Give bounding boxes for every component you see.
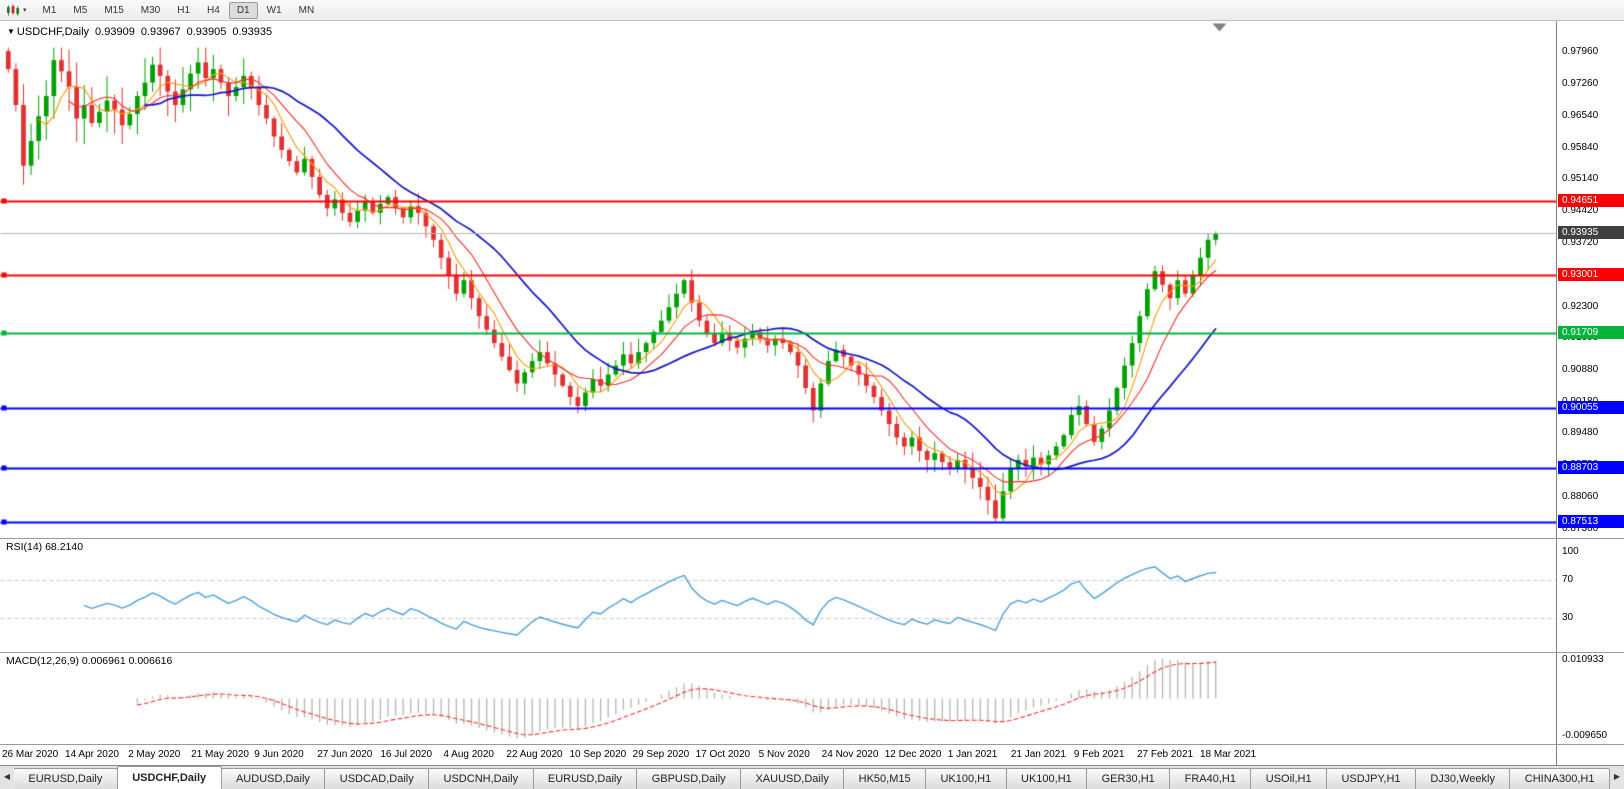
chart-symbol-label: USDCHF,Daily [16, 26, 90, 38]
tab-uk100-h1[interactable]: UK100,H1 [1005, 768, 1088, 789]
date-label: 9 Feb 2021 [1073, 749, 1125, 760]
hline-price-badge: 0.88703 [1558, 461, 1624, 475]
timeframe-button-m5[interactable]: M5 [73, 4, 88, 16]
tab-uk100-h1[interactable]: UK100,H1 [925, 768, 1007, 789]
price-tick: 0.97960 [1562, 46, 1599, 58]
price-open: 0.93909 [95, 26, 135, 38]
tab-eurusd-daily[interactable]: EURUSD,Daily [14, 768, 118, 789]
date-label: 4 Aug 2020 [443, 749, 494, 760]
date-label: 26 Mar 2020 [2, 749, 59, 760]
chevron-down-icon[interactable]: ▾ [23, 7, 27, 14]
price-high: 0.93967 [140, 26, 181, 38]
timeframe-button-h4[interactable]: H4 [207, 4, 220, 16]
price-tick: 0.90880 [1562, 364, 1599, 376]
symbol-tabs: EURUSD,Daily USDCHF,Daily AUDUSD,Daily USDC… [14, 765, 1610, 789]
date-label: 2 May 2020 [128, 749, 181, 760]
tab-usdchf-daily[interactable]: USDCHF,Daily [116, 766, 222, 789]
main-chart-canvas[interactable] [0, 21, 1556, 538]
chart-title: ▼ USDCHF,Daily 0.93909 0.93967 0.93905 0.9393… [7, 26, 272, 38]
date-label: 12 Dec 2020 [884, 749, 942, 760]
time-axis-separator [0, 744, 1624, 745]
price-tick: 0.97260 [1562, 77, 1599, 89]
tab-ger30-h1[interactable]: GER30,H1 [1086, 768, 1171, 789]
tab-gbpusd-daily[interactable]: GBPUSD,Daily [636, 768, 742, 789]
rsi-label: RSI(14) 68.2140 [6, 541, 84, 553]
timeframe-button-d1[interactable]: D1 [228, 1, 258, 19]
timeframe-button-m30[interactable]: M30 [140, 4, 161, 16]
price-axis: 0.97960 0.97260 0.96540 0.95840 0.95140 0.944… [1556, 21, 1624, 765]
price-tick: 0.95140 [1562, 173, 1599, 185]
date-label: 22 Aug 2020 [506, 749, 563, 760]
date-label: 16 Jul 2020 [380, 749, 433, 760]
timeframe-button-m1[interactable]: M1 [42, 4, 57, 16]
tab-hk50-m15[interactable]: HK50,M15 [843, 768, 927, 789]
tab-audusd-daily[interactable]: AUDUSD,Daily [220, 768, 326, 789]
date-label: 24 Nov 2020 [821, 749, 879, 760]
rsi-tick: 70 [1562, 574, 1574, 586]
date-label: 14 Apr 2020 [65, 749, 119, 760]
price-tick: 0.94420 [1562, 205, 1599, 217]
hline-price-badge: 0.94651 [1558, 194, 1624, 208]
date-label: 5 Nov 2020 [758, 749, 810, 760]
tab-usdjpy-h1[interactable]: USDJPY,H1 [1326, 768, 1416, 789]
rsi-canvas[interactable] [0, 538, 1556, 652]
date-label: 21 Jan 2021 [1010, 749, 1066, 760]
date-label: 17 Oct 2020 [695, 749, 751, 760]
date-label: 27 Jun 2020 [317, 749, 373, 760]
price-tick: 0.93720 [1562, 236, 1599, 248]
timeframe-button-h1[interactable]: H1 [177, 4, 191, 16]
date-label: 1 Jan 2021 [947, 749, 998, 760]
date-label: 10 Sep 2020 [569, 749, 627, 760]
tabs-scroll-left-icon[interactable]: ◀ [3, 772, 11, 781]
tab-usdcad-daily[interactable]: USDCAD,Daily [324, 768, 430, 789]
hline-price-badge: 0.93001 [1558, 268, 1624, 282]
hline-price-badge: 0.87513 [1558, 514, 1624, 528]
price-tick: 0.96540 [1562, 110, 1599, 122]
rsi-tick: 100 [1562, 546, 1579, 557]
ohlc-marker-icon[interactable]: ▼ [7, 27, 15, 36]
tab-fra40-h1[interactable]: FRA40,H1 [1169, 768, 1252, 789]
timeframe-button-m15[interactable]: M15 [104, 4, 124, 16]
price-low: 0.93905 [186, 26, 227, 38]
price-tick: 0.92300 [1562, 300, 1599, 312]
date-label: 21 May 2020 [191, 749, 249, 760]
macd-canvas[interactable] [0, 652, 1556, 744]
time-axis: 26 Mar 2020 14 Apr 2020 2 May 2020 21 May 2… [0, 744, 1556, 765]
price-close: 0.93935 [232, 26, 273, 38]
tab-usdcnh-daily[interactable]: USDCNH,Daily [428, 768, 534, 789]
pane-separator-macd[interactable] [0, 652, 1624, 653]
tab-eurusd-daily[interactable]: EURUSD,Daily [532, 768, 638, 789]
tab-china300-h1[interactable]: CHINA300,H1 [1509, 768, 1610, 789]
date-label: 27 Feb 2021 [1136, 749, 1194, 760]
current-price-badge: 0.93935 [1558, 226, 1624, 240]
timeframe-buttons: M1 M5 M15 M30 H1 H4 D1 W1 MN [35, 1, 323, 19]
price-tick: 0.89480 [1562, 427, 1599, 439]
symbol-tab-bar: ◀ EURUSD,Daily USDCHF,Daily AUDUSD,Daily US… [0, 765, 1624, 789]
pane-separator-rsi[interactable] [0, 538, 1624, 539]
date-label: 29 Sep 2020 [632, 749, 690, 760]
tabs-scroll-right-icon[interactable]: ▶ [1613, 772, 1621, 781]
candlestick-chart-icon[interactable] [4, 3, 22, 17]
price-tick: 0.87360 [1562, 522, 1599, 534]
tab-xauusd-daily[interactable]: XAUUSD,Daily [740, 768, 845, 789]
hline-price-badge: 0.91709 [1558, 326, 1624, 340]
date-label: 18 Mar 2021 [1200, 749, 1257, 760]
timeframe-button-mn[interactable]: MN [298, 4, 315, 16]
timeframe-button-w1[interactable]: W1 [266, 4, 282, 16]
toolbar: ▾ M1 M5 M15 M30 H1 H4 D1 W1 MN [0, 0, 1624, 21]
date-label: 9 Jun 2020 [254, 749, 304, 760]
macd-tick: 0.010933 [1562, 654, 1604, 665]
rsi-tick: 30 [1562, 611, 1574, 623]
macd-label: MACD(12,26,9) 0.006961 0.006616 [6, 655, 173, 667]
hline-price-badge: 0.90055 [1558, 400, 1624, 414]
tab-usoil-h1[interactable]: USOil,H1 [1250, 768, 1328, 789]
tab-dj30-weekly[interactable]: DJ30,Weekly [1414, 768, 1511, 789]
macd-tick: -0.009650 [1562, 730, 1608, 741]
price-tick: 0.88060 [1562, 491, 1599, 503]
price-tick: 0.95840 [1562, 141, 1599, 153]
